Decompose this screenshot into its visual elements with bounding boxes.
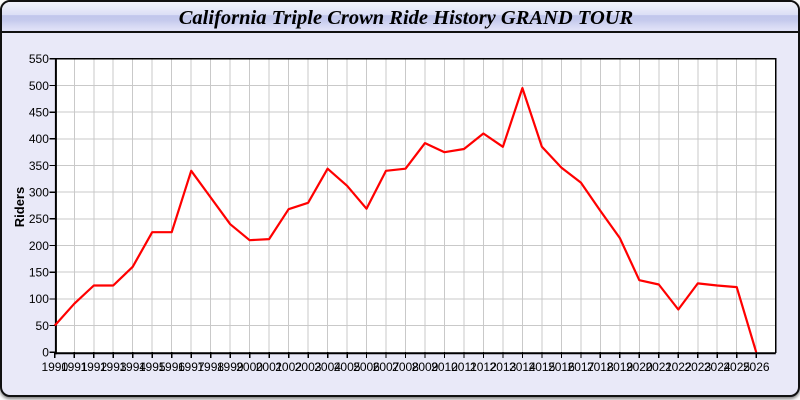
svg-text:100: 100 <box>29 292 49 306</box>
svg-text:50: 50 <box>36 319 50 333</box>
svg-text:1991: 1991 <box>61 360 88 374</box>
svg-text:1994: 1994 <box>119 360 146 374</box>
svg-text:1996: 1996 <box>158 360 185 374</box>
svg-text:1997: 1997 <box>178 360 205 374</box>
svg-text:2022: 2022 <box>665 360 692 374</box>
svg-text:2024: 2024 <box>704 360 731 374</box>
svg-text:2000: 2000 <box>236 360 263 374</box>
svg-text:250: 250 <box>29 212 49 226</box>
svg-text:2005: 2005 <box>334 360 361 374</box>
svg-text:2025: 2025 <box>723 360 750 374</box>
svg-text:2023: 2023 <box>684 360 711 374</box>
svg-text:300: 300 <box>29 186 49 200</box>
svg-text:550: 550 <box>29 52 49 66</box>
svg-text:2016: 2016 <box>548 360 575 374</box>
svg-text:2015: 2015 <box>529 360 556 374</box>
svg-text:1999: 1999 <box>217 360 244 374</box>
svg-text:450: 450 <box>29 105 49 119</box>
svg-text:2012: 2012 <box>470 360 497 374</box>
svg-text:2009: 2009 <box>412 360 439 374</box>
svg-text:2002: 2002 <box>275 360 302 374</box>
svg-text:1998: 1998 <box>197 360 224 374</box>
svg-text:2008: 2008 <box>392 360 419 374</box>
svg-text:0: 0 <box>42 346 49 360</box>
svg-text:1995: 1995 <box>139 360 166 374</box>
svg-text:2014: 2014 <box>509 360 536 374</box>
svg-text:350: 350 <box>29 159 49 173</box>
svg-text:200: 200 <box>29 239 49 253</box>
svg-text:2004: 2004 <box>314 360 341 374</box>
svg-text:2026: 2026 <box>743 360 770 374</box>
svg-text:2020: 2020 <box>626 360 653 374</box>
svg-text:2011: 2011 <box>451 360 477 374</box>
svg-text:2006: 2006 <box>353 360 380 374</box>
svg-text:2013: 2013 <box>490 360 517 374</box>
svg-text:500: 500 <box>29 79 49 93</box>
svg-text:1990: 1990 <box>41 360 68 374</box>
svg-text:2010: 2010 <box>431 360 458 374</box>
svg-text:400: 400 <box>29 132 49 146</box>
svg-text:2021: 2021 <box>645 360 672 374</box>
svg-text:1993: 1993 <box>100 360 127 374</box>
svg-text:2018: 2018 <box>587 360 614 374</box>
svg-text:2007: 2007 <box>373 360 400 374</box>
svg-text:150: 150 <box>29 266 49 280</box>
svg-text:2017: 2017 <box>568 360 595 374</box>
svg-text:1992: 1992 <box>80 360 107 374</box>
svg-text:2019: 2019 <box>606 360 633 374</box>
svg-text:2003: 2003 <box>295 360 322 374</box>
svg-text:2001: 2001 <box>256 360 283 374</box>
svg-text:Riders: Riders <box>12 187 27 227</box>
